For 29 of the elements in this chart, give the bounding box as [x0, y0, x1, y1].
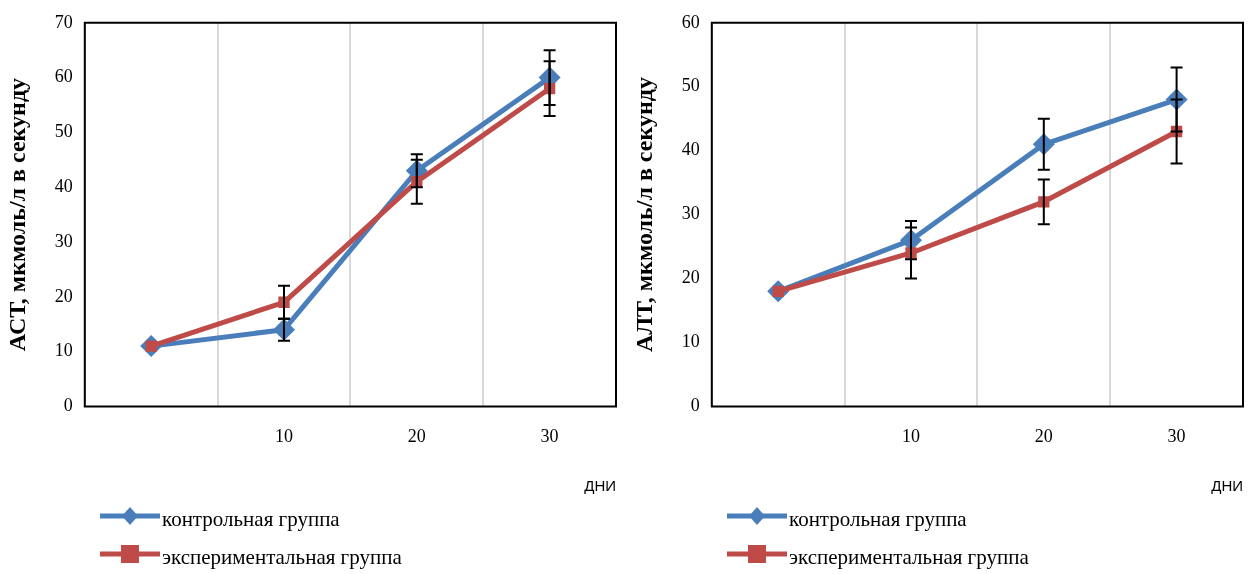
y-tick-label: 10	[54, 340, 73, 361]
y-tick-label: 50	[54, 121, 73, 142]
y-tick-label: 70	[54, 11, 73, 32]
y-tick-label: 40	[54, 175, 73, 196]
x-axis-title: ДНИ	[584, 477, 616, 495]
y-axis-title: АСТ, мкмоль/л в секунду	[3, 77, 30, 352]
x-tick-label: 30	[1167, 425, 1186, 446]
y-tick-label: 20	[54, 285, 73, 306]
x-tick-label: 20	[407, 425, 426, 446]
y-tick-label: 50	[681, 75, 700, 96]
y-tick-label: 0	[690, 395, 700, 416]
y-tick-label: 10	[681, 331, 700, 352]
y-tick-label: 30	[681, 203, 700, 224]
x-tick-label: 20	[1034, 425, 1053, 446]
y-tick-label: 0	[63, 395, 73, 416]
y-tick-label: 60	[681, 11, 700, 32]
y-tick-label: 20	[681, 267, 700, 288]
x-axis-title: ДНИ	[1211, 477, 1243, 495]
y-tick-label: 30	[54, 230, 73, 251]
y-tick-label: 40	[681, 139, 700, 160]
legend-label: контрольная группа	[789, 506, 967, 532]
legend-label: экспериментальная группа	[789, 544, 1029, 570]
legend-label: контрольная группа	[162, 506, 340, 532]
y-axis-title: АЛТ, мкмоль/л в секунду	[630, 77, 657, 353]
legend-label: экспериментальная группа	[162, 544, 402, 570]
x-tick-label: 10	[275, 425, 293, 446]
x-tick-label: 30	[540, 425, 559, 446]
x-tick-label: 10	[902, 425, 920, 446]
y-tick-label: 60	[54, 66, 73, 87]
